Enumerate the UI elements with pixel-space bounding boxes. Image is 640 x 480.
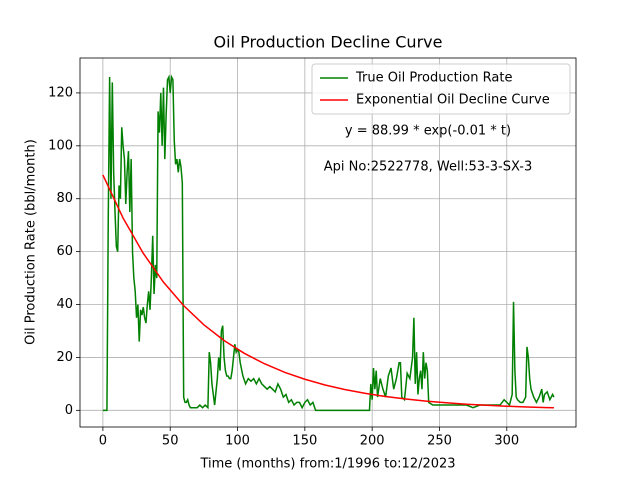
x-tick-label: 250	[427, 434, 452, 449]
data-line	[102, 174, 554, 409]
y-tick-label: 80	[56, 191, 73, 206]
legend-box	[311, 63, 571, 115]
x-tick-label: 50	[162, 434, 179, 449]
plot-frame	[79, 57, 577, 428]
x-tick-label: 200	[360, 434, 385, 449]
x-tick-label: 100	[225, 434, 250, 449]
well-annotation: Api No:2522778, Well:53-3-SX-3	[324, 160, 532, 175]
x-tick-label: 300	[494, 434, 519, 449]
y-tick-label: 0	[65, 403, 73, 418]
y-tick-label: 40	[56, 297, 73, 312]
equation-annotation: y = 88.99 * exp(-0.01 * t)	[345, 124, 511, 139]
y-tick-label: 60	[56, 244, 73, 259]
x-tick-label: 0	[99, 434, 107, 449]
y-tick-label: 120	[48, 85, 73, 100]
y-tick-label: 100	[48, 138, 73, 153]
chart-title: Oil Production Decline Curve	[214, 33, 443, 52]
legend-label: True Oil Production Rate	[355, 71, 512, 86]
y-axis-label: Oil Production Rate (bbl/month)	[24, 139, 39, 345]
x-axis-label: Time (months) from:1/1996 to:12/2023	[199, 457, 455, 472]
legend-label: Exponential Oil Decline Curve	[356, 93, 550, 108]
x-tick-label: 150	[292, 434, 317, 449]
y-tick-label: 20	[56, 350, 73, 365]
data-line	[102, 74, 555, 412]
